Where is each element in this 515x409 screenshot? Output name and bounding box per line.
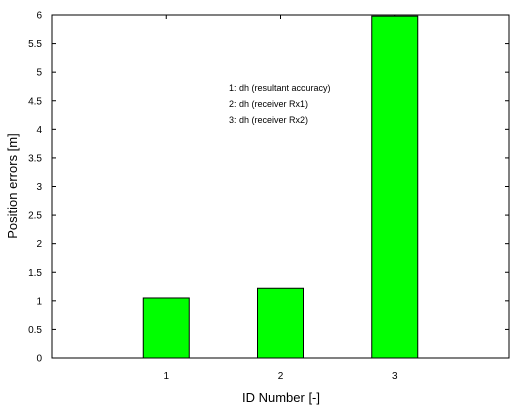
y-tick-label-2: 1 <box>36 296 42 307</box>
bar-3 <box>371 15 419 359</box>
y-tick-label-11: 5.5 <box>28 39 42 50</box>
bar-series <box>142 15 419 359</box>
y-axis-ticks: 0 0.5 1 1.5 2 2.5 3 3.5 4 4.5 5 5.5 6 <box>28 11 509 365</box>
x-tick-label-1: 2 <box>278 371 284 382</box>
x-tick-label-2: 3 <box>392 371 398 382</box>
y-tick-label-7: 3.5 <box>28 153 42 164</box>
annotation-1: 1: dh (resultant accuracy) <box>229 83 331 93</box>
x-tick-label-0: 1 <box>163 371 169 382</box>
y-axis-title: Position errors [m] <box>5 133 20 238</box>
annotation-2: 2: dh (receiver Rx1) <box>229 99 308 109</box>
y-tick-label-1: 0.5 <box>28 325 42 336</box>
y-tick-label-10: 5 <box>36 68 42 79</box>
y-tick-label-12: 6 <box>36 11 42 22</box>
y-tick-label-6: 3 <box>36 182 42 193</box>
y-tick-label-8: 4 <box>36 125 42 136</box>
y-tick-label-5: 2.5 <box>28 211 42 222</box>
y-tick-label-3: 1.5 <box>28 268 42 279</box>
y-tick-label-4: 2 <box>36 239 42 250</box>
y-tick-label-9: 4.5 <box>28 96 42 107</box>
annotation-3: 3: dh (receiver Rx2) <box>229 115 308 125</box>
plot-frame <box>51 14 510 359</box>
y-tick-label-0: 0 <box>36 354 42 365</box>
x-axis-title: ID Number [-] <box>242 390 320 405</box>
bar-2 <box>257 287 304 359</box>
annotation-block: 1: dh (resultant accuracy) 2: dh (receiv… <box>229 83 331 125</box>
bar-1 <box>142 297 190 359</box>
